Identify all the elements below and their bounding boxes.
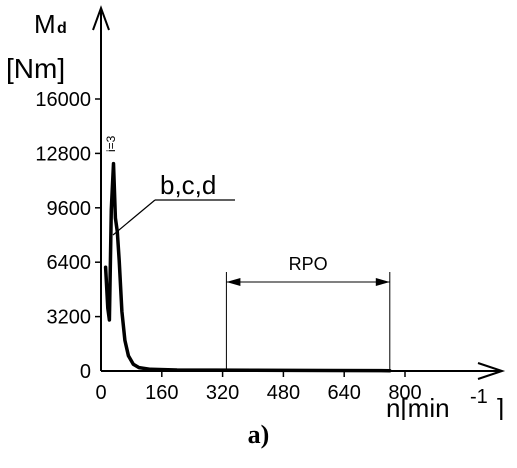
x-tick-label: 160 [145,382,178,404]
series-line [103,161,392,373]
y-tick-label: 16000 [35,89,91,111]
range-label: RPO [289,254,328,274]
torque-speed-chart: M d [Nm] n[min -1 ] 03200640096001280016… [6,5,506,420]
x-label-suffix: ] [497,393,504,420]
tick-marks: 0 3200 6400 9600 12800 16000 0 160 320 480 640 800 [35,89,421,404]
x-tick-label: 0 [95,382,106,404]
y-tick-label: 12800 [35,143,91,165]
series-layer [103,161,392,373]
y-label-subscript: d [57,20,67,37]
x-tick-label: 800 [388,382,421,404]
figure-caption: a) [247,420,270,449]
x-axis-label: n[min -1 ] [386,386,504,420]
y-label-unit: [Nm] [6,53,65,84]
range-arrow-left [226,278,241,286]
curve-label-leader [112,199,156,236]
x-label-prefix: n[min [386,393,450,420]
y-tick-label: 6400 [47,252,92,274]
y-tick-label: 9600 [47,198,92,220]
x-tick-label: 480 [267,382,300,404]
y-tick-label: 3200 [47,307,92,329]
curve-label: b,c,d [160,170,216,200]
y-axis-label: M d [Nm] [6,9,67,84]
peak-label: i=3 [104,135,118,152]
x-label-exponent: -1 [470,386,488,408]
range-arrow-right [375,278,390,286]
y-tick-label: 0 [80,361,91,383]
x-tick-label: 320 [206,382,239,404]
x-tick-label: 640 [328,382,361,404]
x-axis-arrow [477,362,506,380]
axes [92,5,506,380]
y-label-symbol: M [34,9,56,39]
y-axis-arrow [92,5,110,31]
annotations: i=3 b,c,d RPO [104,135,391,371]
